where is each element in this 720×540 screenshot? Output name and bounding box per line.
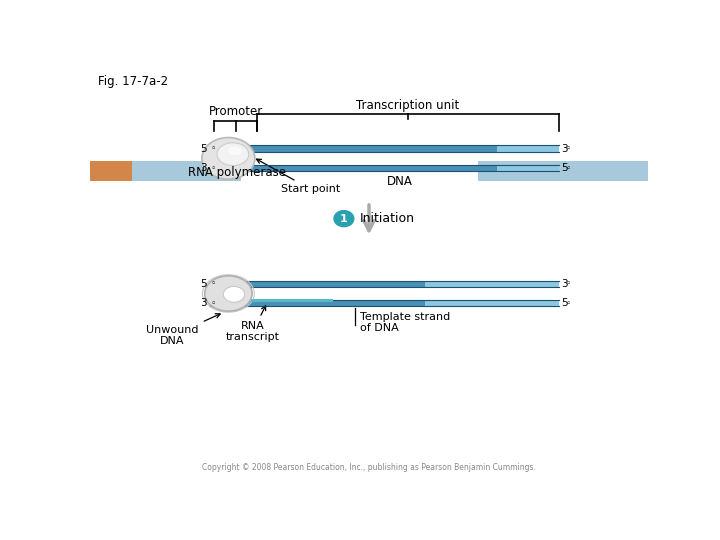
Text: RNA
transcript: RNA transcript: [226, 306, 280, 342]
Text: 1: 1: [340, 214, 348, 224]
FancyBboxPatch shape: [132, 161, 240, 181]
Ellipse shape: [228, 147, 242, 155]
FancyBboxPatch shape: [478, 161, 648, 181]
Ellipse shape: [204, 276, 252, 311]
Ellipse shape: [333, 210, 354, 227]
FancyBboxPatch shape: [498, 145, 559, 152]
Text: ◦: ◦: [566, 164, 571, 173]
Text: ◦: ◦: [211, 279, 216, 288]
Text: ◦: ◦: [211, 144, 216, 153]
Text: Fig. 17-7a-2: Fig. 17-7a-2: [99, 75, 168, 88]
FancyBboxPatch shape: [210, 165, 559, 171]
FancyBboxPatch shape: [245, 299, 333, 302]
FancyBboxPatch shape: [210, 300, 559, 306]
Text: 5: 5: [201, 144, 207, 153]
Text: 3: 3: [562, 144, 568, 153]
Ellipse shape: [223, 286, 245, 302]
Text: 5: 5: [562, 163, 568, 173]
Text: Copyright © 2008 Pearson Education, Inc., publishing as Pearson Benjamin Cumming: Copyright © 2008 Pearson Education, Inc.…: [202, 463, 536, 472]
Ellipse shape: [217, 143, 248, 166]
Text: RNA polymerase: RNA polymerase: [188, 166, 286, 179]
Text: ◦: ◦: [566, 144, 571, 153]
FancyBboxPatch shape: [210, 281, 559, 287]
Text: 3: 3: [201, 298, 207, 308]
Text: 3: 3: [562, 279, 568, 289]
Text: DNA: DNA: [387, 174, 413, 187]
Text: Transcription unit: Transcription unit: [356, 99, 459, 112]
Text: ◦: ◦: [566, 299, 571, 308]
Text: ◦: ◦: [566, 279, 571, 288]
Text: Promoter: Promoter: [209, 105, 263, 118]
Text: ◦: ◦: [211, 299, 216, 308]
Text: ◦: ◦: [211, 164, 216, 173]
Ellipse shape: [202, 138, 255, 179]
FancyBboxPatch shape: [210, 145, 559, 152]
FancyBboxPatch shape: [90, 161, 132, 181]
Text: 3: 3: [201, 163, 207, 173]
Text: Template strand
of DNA: Template strand of DNA: [359, 312, 450, 333]
Text: 5: 5: [562, 298, 568, 308]
FancyBboxPatch shape: [425, 300, 559, 306]
FancyBboxPatch shape: [425, 281, 559, 287]
FancyBboxPatch shape: [498, 165, 559, 171]
Text: 5: 5: [201, 279, 207, 289]
Text: Unwound
DNA: Unwound DNA: [146, 314, 220, 346]
Text: Initiation: Initiation: [359, 212, 415, 225]
Text: Start point: Start point: [256, 159, 340, 194]
